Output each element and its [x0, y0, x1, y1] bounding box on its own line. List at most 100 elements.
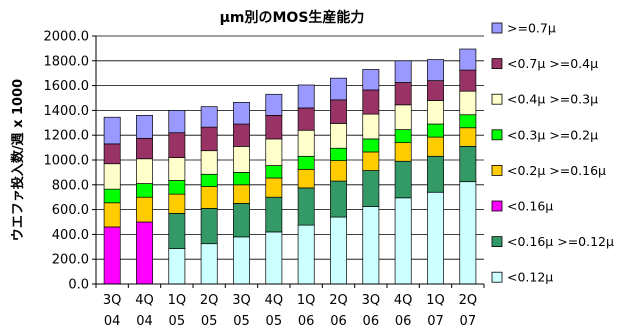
x-tick-label: 4Q: [135, 293, 154, 308]
bar-segment: [459, 48, 477, 71]
y-tick-label: 600.0: [52, 203, 89, 218]
x-tick-label: 06: [363, 314, 380, 329]
legend-item: <0.16μ: [491, 199, 553, 214]
bar-segment: [136, 221, 153, 285]
y-tick-label: 1000.0: [44, 154, 90, 169]
y-tick-label: 200.0: [52, 253, 89, 268]
bar-segment: [362, 113, 380, 140]
x-tick-label: 07: [427, 314, 444, 329]
bar-segment: [297, 155, 315, 170]
x-tick-label: 05: [233, 314, 250, 329]
x-tick-label: 4Q: [394, 293, 413, 308]
legend-label: <0.16μ >=0.12μ: [507, 234, 614, 249]
bar-segment: [233, 184, 250, 204]
y-tick-label: 1200.0: [44, 129, 90, 144]
bar-segment: [168, 212, 186, 250]
x-tick-label: 2Q: [329, 293, 348, 308]
bar-segment: [136, 183, 153, 198]
legend: >=0.7μ <0.7μ >=0.4μ <0.4μ >=0.3μ <0.3μ >=0.…: [491, 21, 614, 285]
bar-segment: [330, 216, 347, 285]
bar-segment: [362, 89, 380, 115]
bar-segment: [394, 60, 412, 83]
bar-segment: [297, 187, 315, 226]
x-tick-label: 1Q: [168, 293, 187, 308]
bar-segment: [362, 138, 380, 153]
bar-segment: [200, 150, 218, 175]
legend-item: >=0.7μ: [491, 21, 556, 36]
bar-segment: [362, 151, 380, 171]
bar-segment: [168, 110, 186, 134]
x-tick-label: 1Q: [426, 293, 445, 308]
x-tick-label: 1Q: [297, 293, 316, 308]
bar-segment: [330, 77, 347, 101]
legend-label: <0.4μ >=0.3μ: [507, 92, 598, 107]
bar-segment: [136, 196, 153, 223]
x-tick-label: 2Q: [459, 293, 478, 308]
bar-segment: [297, 224, 315, 285]
x-tick-label: 2Q: [200, 293, 219, 308]
legend-item: <0.3μ >=0.2μ: [491, 127, 598, 142]
x-tick-label: 06: [395, 314, 412, 329]
bar-segment: [394, 82, 412, 106]
bars: [103, 48, 477, 285]
bar-segment: [265, 115, 283, 140]
legend-item: <0.4μ >=0.3μ: [491, 92, 598, 107]
y-tick-label: 1400.0: [44, 104, 90, 119]
legend-swatch: [491, 236, 503, 248]
bar-segment: [233, 123, 250, 147]
bar-segment: [427, 80, 444, 101]
bar-segment: [103, 202, 121, 228]
y-tick-label: 1800.0: [44, 54, 90, 69]
x-tick-label: 06: [330, 314, 347, 329]
legend-swatch: [491, 58, 503, 69]
y-tick-label: 400.0: [52, 228, 89, 243]
bar-segment: [136, 158, 153, 184]
bar-segment: [265, 177, 283, 198]
bar-segment: [200, 208, 218, 245]
bar-segment: [394, 129, 412, 143]
bar-segment: [265, 93, 283, 116]
bar-segment: [103, 226, 121, 285]
bar-segment: [265, 231, 283, 285]
bar-segment: [233, 101, 250, 125]
x-tick-label: 05: [266, 314, 283, 329]
legend-label: <0.7μ >=0.4μ: [507, 56, 598, 71]
bar-segment: [265, 138, 283, 166]
chart-title: μm別のMOS生産能力: [220, 9, 365, 26]
bar-segment: [427, 100, 444, 125]
bar-segment: [330, 99, 347, 124]
bar-segment: [330, 160, 347, 182]
bar-segment: [200, 243, 218, 285]
bar-segment: [136, 137, 153, 160]
legend-label: >=0.7μ: [507, 21, 556, 36]
bar-segment: [297, 84, 315, 109]
axes: [92, 35, 485, 288]
x-tick-label: 3Q: [103, 293, 122, 308]
bar-segment: [330, 147, 347, 161]
bar-segment: [233, 203, 250, 238]
legend-label: <0.12μ: [507, 270, 553, 285]
bar-segment: [168, 180, 186, 195]
bar-segment: [459, 90, 477, 116]
x-tick-label: 05: [201, 314, 218, 329]
x-tick-labels: 3Q 04 4Q 04 1Q 05 2Q 05 3Q 05 4Q 05 1Q 06 2Q 06 3Q 06 4Q 06…: [103, 293, 477, 329]
x-tick-label: 3Q: [232, 293, 251, 308]
bar-segment: [168, 132, 186, 158]
bar-segment: [394, 160, 412, 199]
bar-segment: [427, 136, 444, 157]
legend-swatch: [491, 164, 503, 176]
bar-segment: [362, 170, 380, 207]
bar-segment: [200, 126, 218, 152]
bar-segment: [200, 106, 218, 128]
bar-segment: [427, 59, 444, 81]
bar-segment: [168, 248, 186, 285]
bar-segment: [200, 173, 218, 188]
legend-swatch: [491, 93, 503, 105]
bar-segment: [330, 180, 347, 218]
bar-segment: [394, 142, 412, 162]
bar-segment: [297, 168, 315, 189]
bar-segment: [103, 188, 121, 204]
bar-segment: [136, 115, 153, 139]
legend-label: <0.2μ >=0.16μ: [507, 163, 606, 178]
